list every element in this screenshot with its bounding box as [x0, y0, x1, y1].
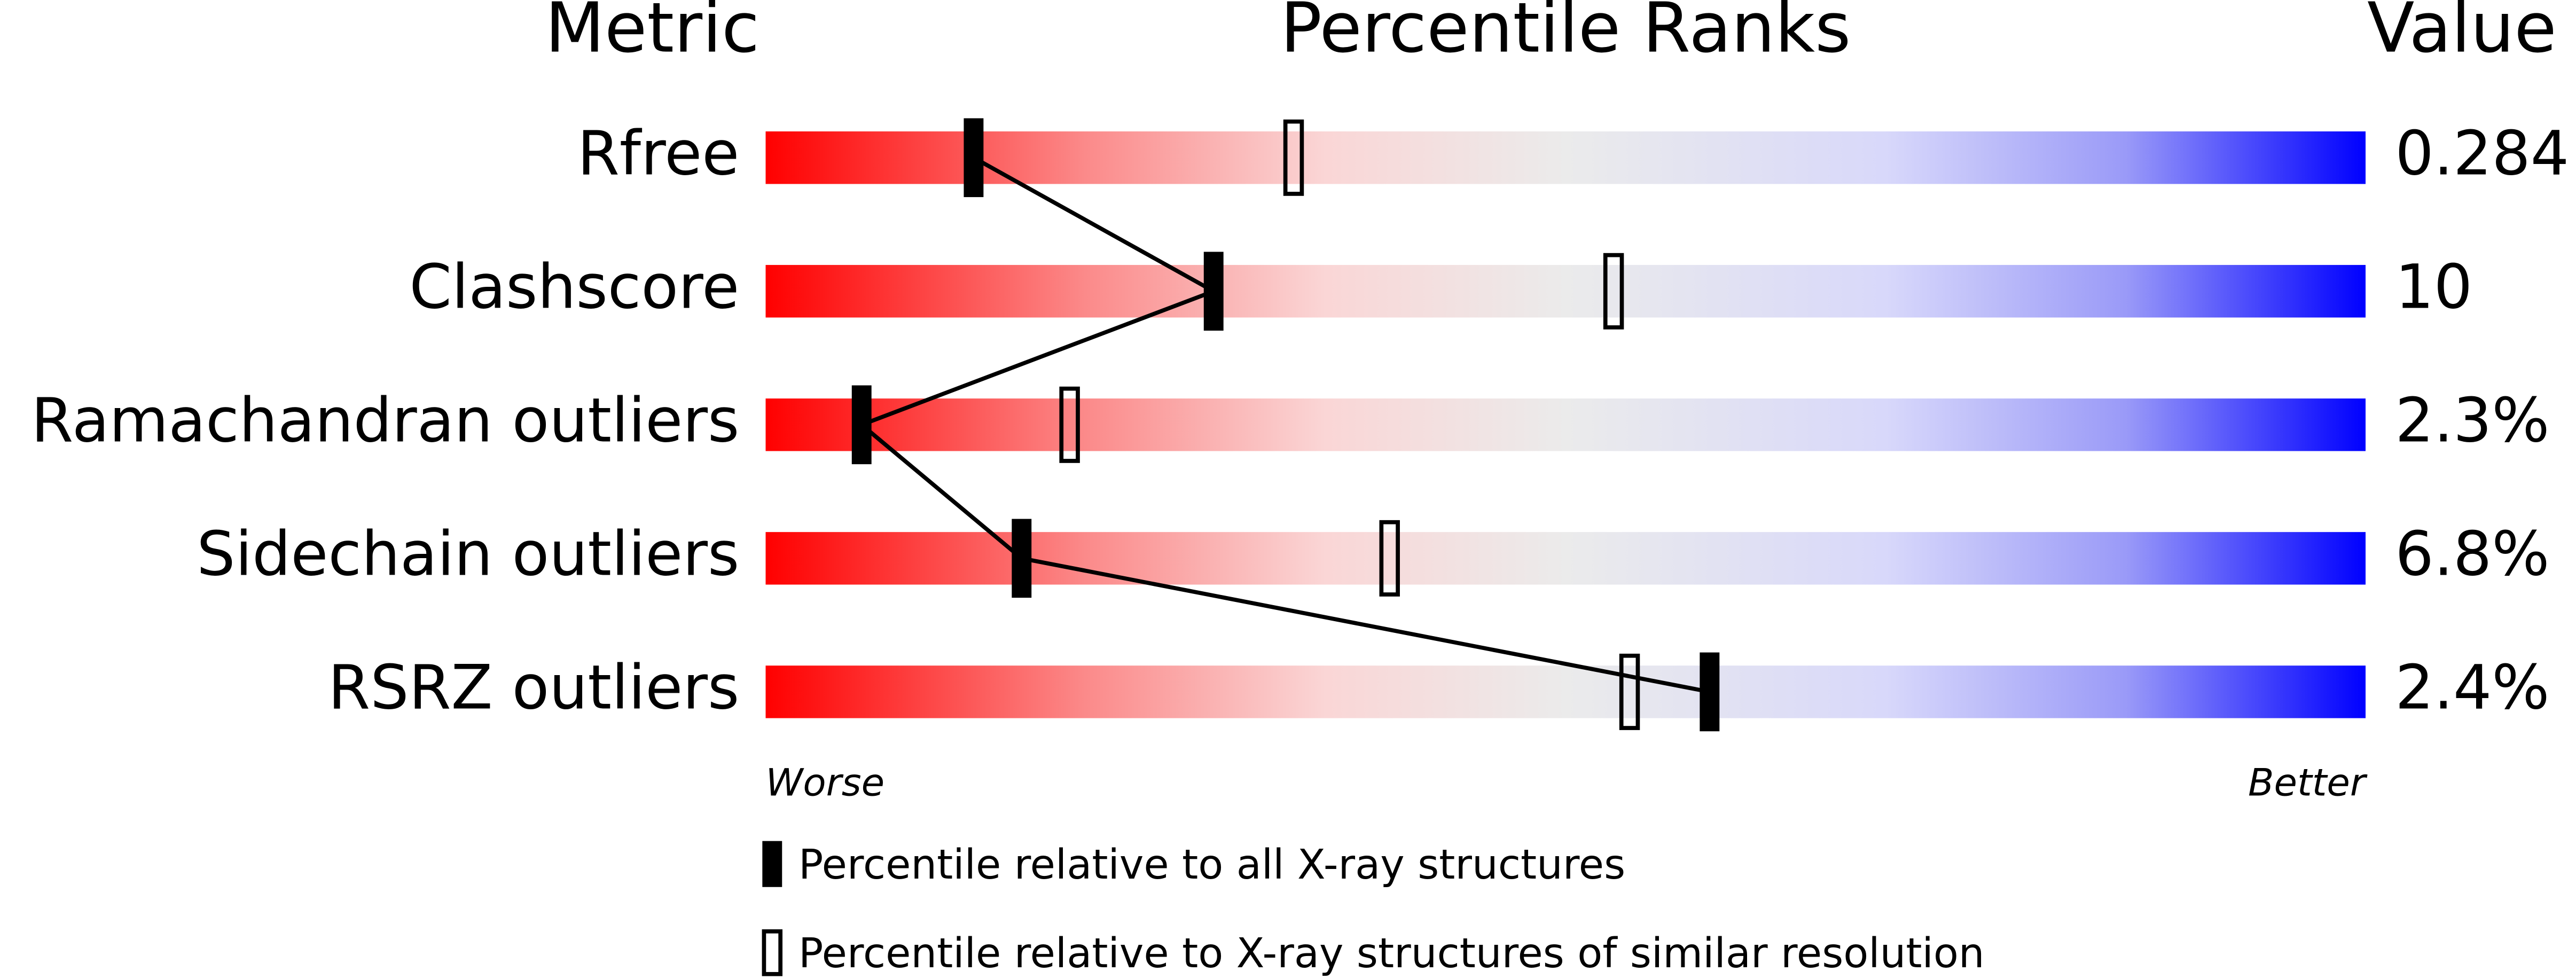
rank-marker-all — [1012, 519, 1032, 598]
metric-label: Ramachandran outliers — [31, 385, 739, 456]
rank-marker-all — [1700, 652, 1720, 732]
legend-label: Percentile relative to X-ray structures … — [798, 930, 1985, 977]
better-label: Better — [2248, 761, 2368, 805]
metric-header: Metric — [545, 0, 760, 68]
rank-marker-all — [851, 385, 872, 465]
percentile-bar — [765, 532, 2366, 585]
legend-label: Percentile relative to all X-ray structu… — [798, 841, 1625, 889]
legend-swatch — [762, 929, 783, 976]
value-header: Value — [2367, 0, 2557, 68]
rank-marker-similar — [1379, 520, 1400, 597]
metric-label: RSRZ outliers — [328, 652, 739, 723]
metric-value: 0.284 — [2395, 118, 2569, 189]
rank-marker-similar — [1283, 119, 1304, 196]
rank-marker-similar — [1603, 253, 1624, 330]
metric-value: 2.4% — [2395, 652, 2549, 723]
percentile-bar — [765, 665, 2366, 718]
metric-value: 6.8% — [2395, 519, 2549, 590]
percentile-bar — [765, 398, 2366, 451]
ranks-header: Percentile Ranks — [1280, 0, 1851, 68]
metric-value: 2.3% — [2395, 385, 2549, 456]
rank-marker-all — [1203, 252, 1224, 331]
legend-swatch — [762, 841, 782, 887]
rank-marker-similar — [1619, 653, 1640, 730]
metric-label: Clashscore — [409, 252, 739, 323]
metric-value: 10 — [2395, 252, 2472, 323]
metric-label: Sidechain outliers — [197, 519, 739, 590]
metric-label: Rfree — [577, 118, 739, 189]
rank-marker-similar — [1059, 386, 1080, 463]
percentile-bar — [765, 265, 2366, 318]
percentile-bar — [765, 131, 2366, 184]
worse-label: Worse — [765, 761, 884, 805]
rank-marker-all — [964, 118, 984, 198]
